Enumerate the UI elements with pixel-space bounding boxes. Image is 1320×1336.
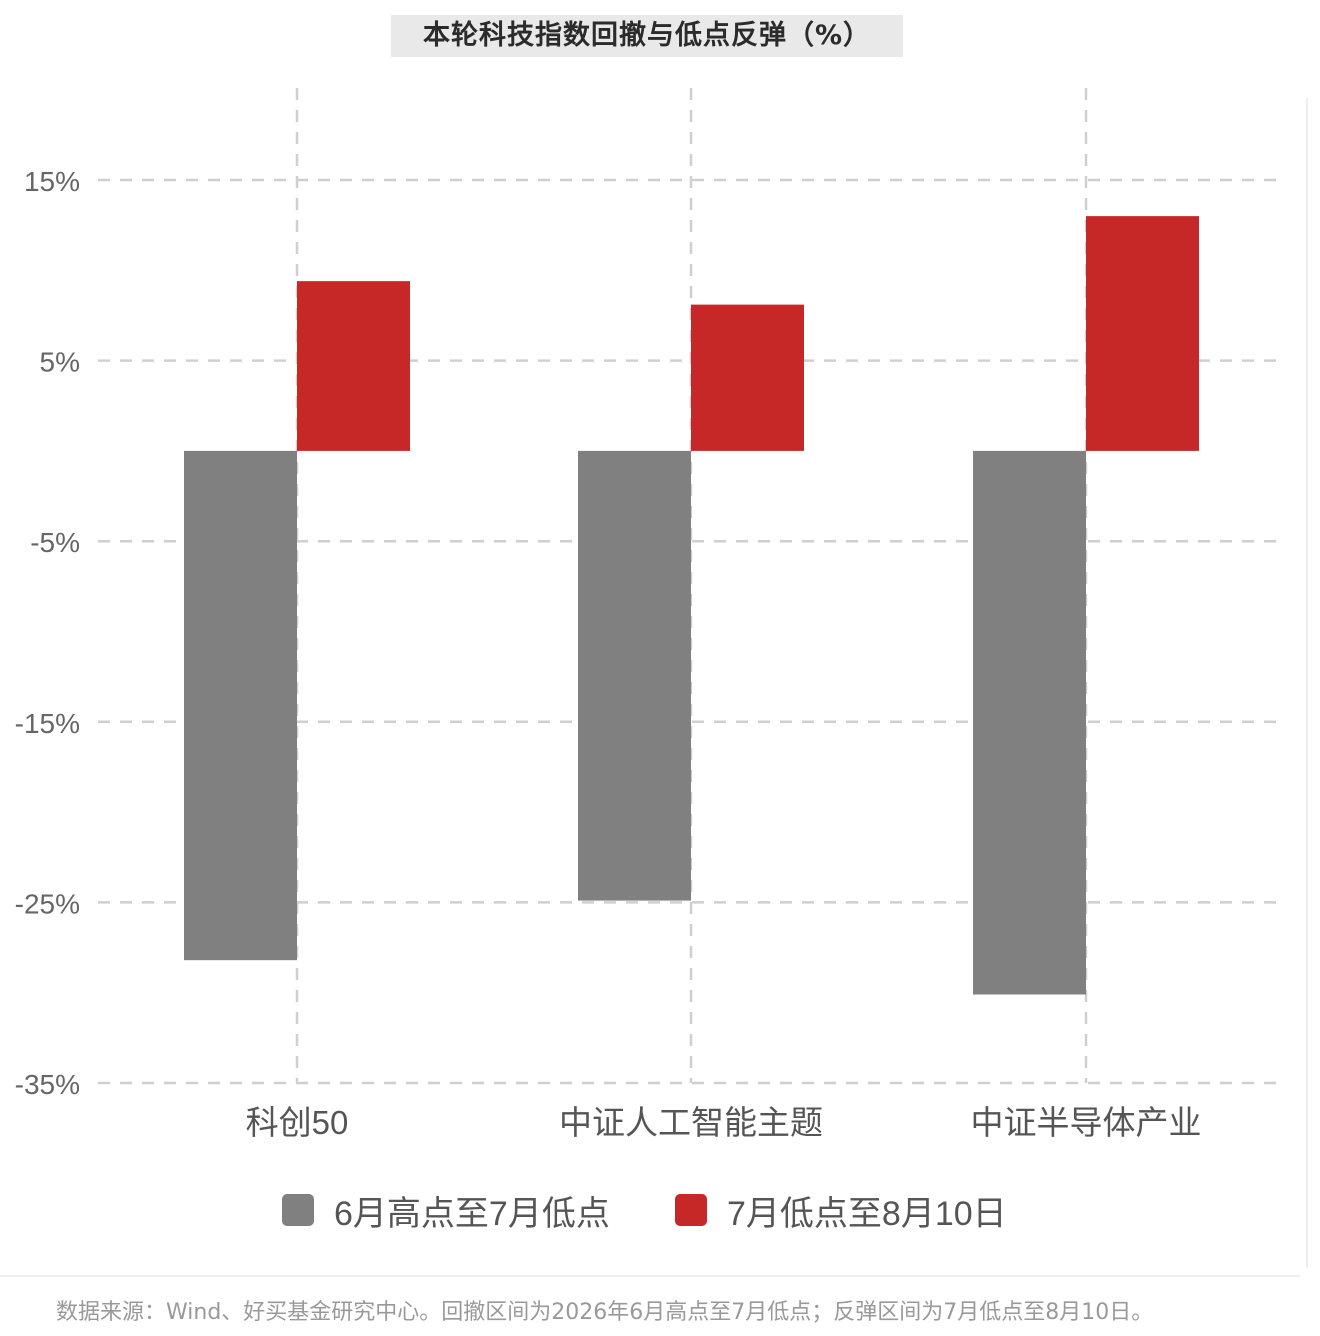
bar-drawdown [973,450,1086,995]
x-tick-label: 中证人工智能主题 [559,1104,823,1141]
legend: 6月高点至7月低点 7月低点至8月10日 [0,1185,1320,1235]
legend-item-rebound: 7月低点至8月10日 [675,1185,1007,1235]
legend-swatch-gray [282,1194,314,1226]
y-tick-label: -15% [15,708,80,739]
bar-rebound [297,281,410,451]
bar-rebound [691,304,804,451]
x-tick-label: 科创50 [246,1104,349,1141]
frame-border [0,1275,1300,1277]
bar-chart: 15% 5% -5% -15% -25% -35% 科创50 中证人工智能主题 中证半导体产业 [15,88,1280,1141]
legend-swatch-red [675,1194,707,1226]
chart-title: 本轮科技指数回撤与低点反弹（%） [391,15,903,57]
bar-rebound [1086,216,1199,451]
bar-drawdown [184,450,297,961]
legend-label: 6月高点至7月低点 [334,1194,610,1233]
frame-border [1306,98,1308,1268]
source-note: 数据来源：Wind、好买基金研究中心。回撤区间为2026年6月高点至7月低点；反… [56,1300,1154,1325]
y-tick-label: 5% [40,347,80,378]
bar-drawdown [578,450,691,901]
x-tick-label: 中证半导体产业 [971,1104,1202,1141]
y-tick-label: -5% [30,527,80,558]
y-tick-label: -35% [15,1069,80,1100]
legend-label: 7月低点至8月10日 [727,1194,1007,1233]
y-tick-label: 15% [24,166,80,197]
y-tick-label: -25% [15,888,80,919]
legend-item-drawdown: 6月高点至7月低点 [282,1185,610,1235]
